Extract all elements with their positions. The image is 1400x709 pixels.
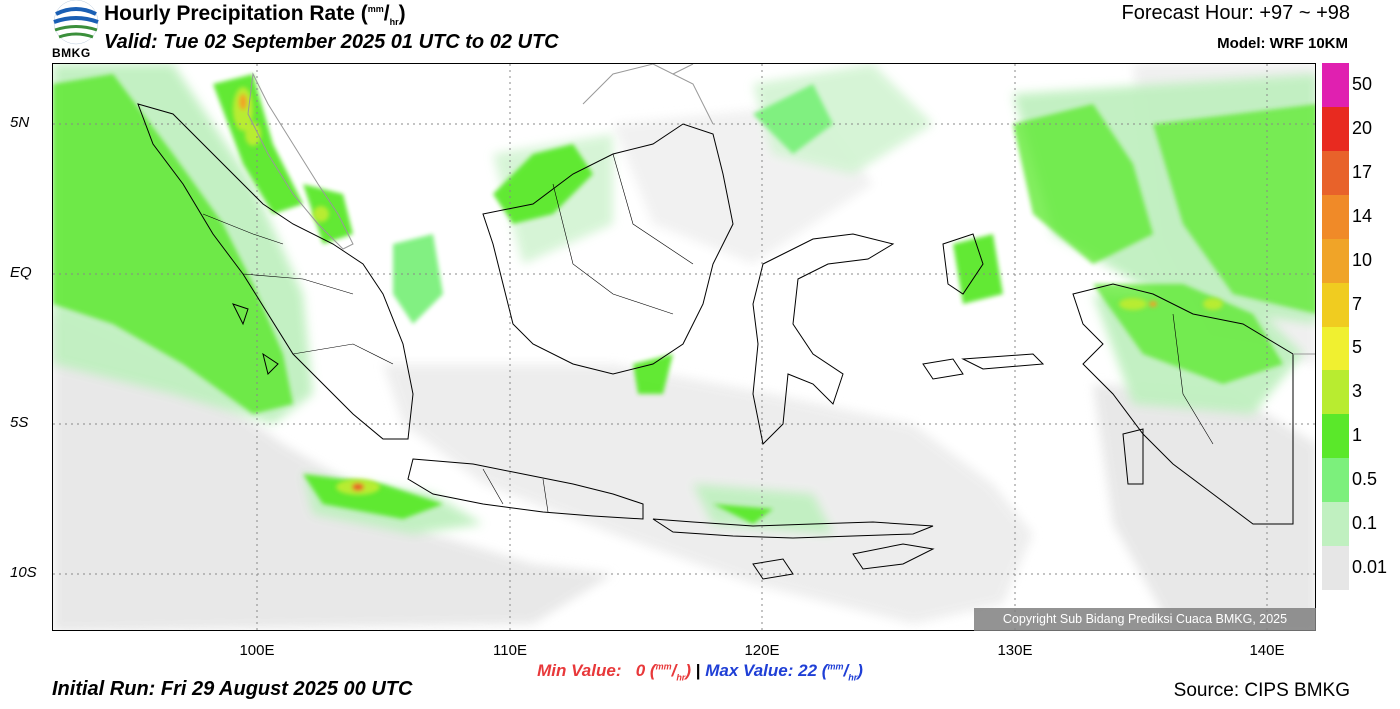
legend-color-box xyxy=(1322,502,1349,547)
legend-label: 0.01 xyxy=(1352,557,1388,577)
legend-label: 50 xyxy=(1352,73,1373,94)
min-max-values: Min Value: 0 (mm/hr) | Max Value: 22 (mm… xyxy=(537,661,863,683)
nusa-tenggara-outline xyxy=(652,518,934,539)
title-close: ) xyxy=(398,2,406,25)
java-outline xyxy=(407,458,644,520)
legend-label: 20 xyxy=(1352,117,1373,138)
legend-color-box xyxy=(1322,282,1349,327)
min-unit-den: hr xyxy=(676,672,686,683)
precip-heavy-cores xyxy=(233,87,1223,495)
lon-label: 130E xyxy=(997,642,1033,659)
max-unit-den: hr xyxy=(848,672,858,683)
legend-label: 17 xyxy=(1352,161,1373,182)
valid-time: Valid: Tue 02 September 2025 01 UTC to 0… xyxy=(104,31,559,53)
legend-color-box xyxy=(1322,546,1349,591)
coastlines xyxy=(137,64,1315,580)
legend-label: 5 xyxy=(1352,337,1363,358)
max-value-label: Max Value: xyxy=(705,661,794,680)
page-title: Hourly Precipitation Rate (mm/hr) xyxy=(104,2,406,28)
logo-text: BMKG xyxy=(52,46,91,60)
legend-label: 3 xyxy=(1352,381,1363,402)
borneo-outline xyxy=(482,123,734,375)
lat-lon-grid xyxy=(53,64,1315,630)
lat-label: EQ xyxy=(10,264,32,281)
legend-label: 10 xyxy=(1352,249,1373,270)
sumatra-outline xyxy=(137,103,414,440)
model-name: Model: WRF 10KM xyxy=(1217,35,1348,52)
lon-label: 140E xyxy=(1249,642,1285,659)
legend-color-box xyxy=(1322,106,1349,152)
legend-color-box xyxy=(1322,458,1349,503)
legend-color-box xyxy=(1322,238,1349,284)
lat-label: 10S xyxy=(10,564,37,581)
lon-label: 110E xyxy=(493,642,527,659)
map-canvas xyxy=(53,64,1315,630)
legend-label: 7 xyxy=(1352,293,1363,314)
legend-label: 14 xyxy=(1352,205,1373,226)
source-credit: Source: CIPS BMKG xyxy=(1173,680,1350,701)
precipitation-map xyxy=(52,63,1316,631)
color-legend xyxy=(1322,63,1349,591)
legend-color-box xyxy=(1322,194,1349,240)
lat-label: 5S xyxy=(10,414,29,431)
legend-color-box xyxy=(1322,326,1349,371)
legend-label: 0.1 xyxy=(1352,513,1378,534)
copyright-note: Copyright Sub Bidang Prediksi Cuaca BMKG… xyxy=(974,608,1316,631)
lat-label: 5N xyxy=(10,114,30,131)
legend-color-box xyxy=(1322,414,1349,459)
min-max-separator: | xyxy=(695,661,701,680)
legend-color-box xyxy=(1322,63,1349,108)
min-value: 0 xyxy=(635,661,646,680)
legend-label: 1 xyxy=(1352,425,1363,446)
lon-label: 100E xyxy=(239,642,275,659)
malaya-outline xyxy=(247,72,354,250)
min-unit-num: mm xyxy=(655,661,672,672)
papua-outline xyxy=(1072,283,1294,525)
bmkg-logo-icon xyxy=(53,0,99,45)
title-text: Hourly Precipitation Rate ( xyxy=(104,2,368,25)
lon-label: 120E xyxy=(744,642,780,659)
min-value-label: Min Value: xyxy=(537,661,622,680)
legend-label: 0.5 xyxy=(1352,469,1378,490)
province-boundaries xyxy=(202,153,1214,513)
legend-color-box xyxy=(1322,370,1349,415)
forecast-hour: Forecast Hour: +97 ~ +98 xyxy=(1121,2,1350,24)
max-value: 22 xyxy=(798,661,818,680)
maluku-outline xyxy=(942,233,984,295)
sulawesi-outline xyxy=(752,233,895,446)
title-unit-denominator: hr xyxy=(389,17,399,28)
title-unit-numerator: mm xyxy=(367,4,384,14)
initial-run: Initial Run: Fri 29 August 2025 00 UTC xyxy=(52,678,413,700)
legend-color-box xyxy=(1322,150,1349,196)
max-unit-num: mm xyxy=(827,661,844,672)
